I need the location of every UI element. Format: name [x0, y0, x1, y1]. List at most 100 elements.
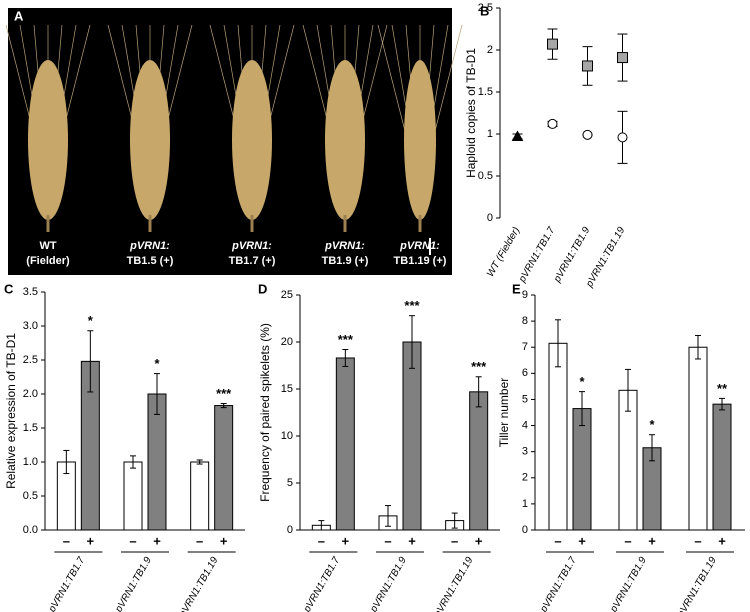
photo-caption: pVRN1:	[399, 240, 440, 252]
x-tick-label: pVRN1:TB1.7	[301, 555, 342, 612]
y-tick-label: 6	[522, 367, 528, 379]
bar-sign-label: –	[196, 533, 203, 548]
y-tick-label: 5	[287, 477, 293, 489]
y-tick-label: 1.5	[478, 86, 493, 98]
photo-caption: pVRN1:	[231, 240, 272, 252]
y-axis-label: Tiller number	[497, 378, 511, 448]
y-tick-label: 1.0	[23, 456, 38, 468]
panel-label: D	[258, 281, 267, 296]
bar	[335, 357, 355, 531]
bar	[123, 461, 143, 531]
significance: *	[579, 374, 585, 389]
bar	[712, 403, 732, 531]
y-tick-label: 4	[522, 419, 528, 431]
y-tick-label: 0.0	[23, 524, 38, 536]
y-tick-label: 2.0	[23, 388, 38, 400]
bar-sign-label: –	[63, 533, 70, 548]
bar	[469, 391, 489, 531]
significance: **	[717, 381, 728, 396]
point	[547, 118, 558, 129]
y-tick-label: 9	[522, 289, 528, 301]
panel-label: A	[14, 8, 24, 23]
photo-caption: pVRN1:	[324, 240, 365, 252]
bar-sign-label: –	[129, 533, 136, 548]
y-tick-label: 3.0	[23, 320, 38, 332]
y-tick-label: 2.5	[23, 354, 38, 366]
bar-sign-label: +	[220, 533, 228, 548]
bar-sign-label: –	[554, 533, 561, 548]
bar-sign-label: +	[648, 533, 656, 548]
significance: *	[154, 356, 160, 371]
bar-sign-label: +	[578, 533, 586, 548]
point	[547, 38, 558, 50]
spike	[404, 60, 436, 220]
y-axis-label: Haploid copies of TB-D1	[464, 48, 478, 178]
x-tick-label: pVRN1:TB1.19	[177, 555, 221, 612]
y-tick-label: 25	[281, 289, 293, 301]
y-tick-label: 0	[487, 212, 493, 224]
x-tick-label: pVRN1:TB1.7	[517, 225, 558, 285]
y-tick-label: 1	[487, 128, 493, 140]
photo-caption: pVRN1:	[129, 240, 170, 252]
y-tick-label: 0.5	[23, 490, 38, 502]
bar-sign-label: +	[475, 533, 483, 548]
bar-sign-label: –	[384, 533, 391, 548]
point	[582, 60, 593, 72]
photo-caption: WT	[39, 240, 56, 252]
x-tick-label: pVRN1:TB1.9	[113, 555, 154, 612]
x-tick-label: pVRN1:TB1.19	[432, 555, 476, 612]
y-tick-label: 2	[487, 44, 493, 56]
bar	[402, 341, 422, 531]
bar	[572, 408, 592, 531]
bar	[548, 342, 568, 531]
bar-sign-label: +	[408, 533, 416, 548]
y-axis-label: Relative expression of TB-D1	[4, 333, 18, 489]
photo-caption: TB1.19 (+)	[394, 255, 447, 267]
y-tick-label: 15	[281, 383, 293, 395]
panel-label: E	[512, 281, 521, 296]
panel-label: C	[4, 281, 14, 296]
y-tick-label: 1	[522, 498, 528, 510]
significance: ***	[338, 332, 354, 347]
y-tick-label: 7	[522, 341, 528, 353]
point	[511, 130, 524, 142]
bar-sign-label: –	[318, 533, 325, 548]
spike	[325, 60, 365, 220]
bar	[214, 405, 234, 531]
x-tick-label: pVRN1:TB1.19	[675, 555, 719, 612]
y-tick-label: 2.5	[478, 2, 493, 14]
photo-caption: TB1.5 (+)	[127, 255, 174, 267]
y-tick-label: 10	[281, 430, 293, 442]
significance: *	[88, 313, 94, 328]
bar	[190, 461, 210, 531]
y-tick-label: 0	[522, 524, 528, 536]
y-axis-label: Frequency of paired spikelets (%)	[258, 323, 272, 502]
y-tick-label: 8	[522, 315, 528, 327]
x-tick-label: WT (Fielder)	[485, 225, 522, 279]
bar-sign-label: –	[624, 533, 631, 548]
panel-label: B	[480, 3, 489, 18]
point	[617, 52, 628, 64]
photo-panel	[8, 8, 452, 275]
y-tick-label: 0.5	[478, 170, 493, 182]
y-tick-label: 20	[281, 336, 293, 348]
bar-sign-label: +	[718, 533, 726, 548]
photo-caption: TB1.7 (+)	[229, 255, 276, 267]
y-tick-label: 0	[287, 524, 293, 536]
spike	[232, 60, 272, 220]
bar-sign-label: –	[451, 533, 458, 548]
x-tick-label: pVRN1:TB1.7	[46, 555, 87, 612]
point	[582, 129, 593, 140]
bar	[688, 346, 708, 531]
y-tick-label: 3.5	[23, 286, 38, 298]
y-tick-label: 1.5	[23, 422, 38, 434]
significance: ***	[216, 386, 232, 401]
significance: ***	[404, 298, 420, 313]
x-tick-label: pVRN1:TB1.9	[552, 225, 593, 285]
photo-caption: TB1.9 (+)	[322, 255, 369, 267]
bar-sign-label: –	[694, 533, 701, 548]
photo-caption: (Fielder)	[26, 255, 70, 267]
bar-sign-label: +	[87, 533, 95, 548]
significance: ***	[471, 359, 487, 374]
